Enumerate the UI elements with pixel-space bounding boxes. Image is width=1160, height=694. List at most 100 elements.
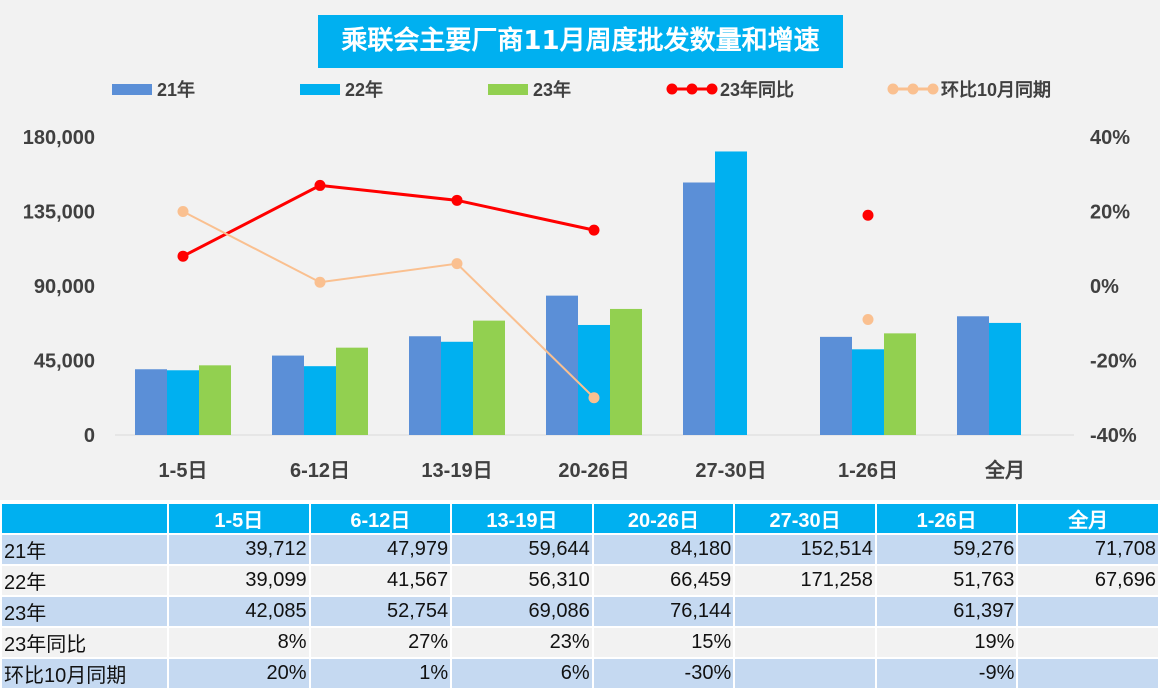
row-label: 环比10月同期 xyxy=(0,657,169,690)
table-cell: 51,763 xyxy=(874,564,1019,597)
point-23年同比 xyxy=(177,250,189,262)
table-cell: 23% xyxy=(450,626,594,659)
table-row: 23年 42,085 52,754 69,086 76,144 61,397 xyxy=(0,595,1160,628)
point-环比10月同期 xyxy=(862,314,874,326)
data-table: 1-5日 6-12日 13-19日 20-26日 27-30日 1-26日 全月 21年 39… xyxy=(0,502,1160,690)
x-tick-label: 1-26日 xyxy=(838,460,898,482)
bar-21年 xyxy=(957,316,989,435)
table-cell: -9% xyxy=(874,657,1019,690)
table-cell: 27% xyxy=(308,626,453,659)
table-row: 环比10月同期 20% 1% 6% -30% -9% xyxy=(0,657,1160,690)
x-tick-label: 1-5日 xyxy=(159,460,208,482)
y2-tick-label: -20% xyxy=(1090,351,1137,373)
point-23年同比 xyxy=(588,224,600,236)
row-label: 21年 xyxy=(0,533,169,566)
table-cell: 171,258 xyxy=(733,564,877,597)
point-23年同比 xyxy=(314,179,326,191)
bar-21年 xyxy=(683,182,715,435)
table-cell: 66,459 xyxy=(591,564,736,597)
y-tick-label: 45,000 xyxy=(34,351,95,373)
legend-marker-环比10月同期 xyxy=(887,83,899,95)
table-cell: 152,514 xyxy=(733,533,877,566)
bar-21年 xyxy=(135,369,167,435)
bar-22年 xyxy=(715,151,747,435)
y2-tick-label: 0% xyxy=(1090,276,1119,298)
x-tick-label: 20-26日 xyxy=(558,460,629,482)
chart-area: 0 45,000 90,000 135,000 180,000 -40% -20% 0% 20%… xyxy=(0,0,1160,500)
bar-22年 xyxy=(852,349,884,435)
x-tick-label: 13-19日 xyxy=(421,460,492,482)
bar-21年 xyxy=(272,355,304,435)
table-cell: 19% xyxy=(874,626,1019,659)
table-cell: 61,397 xyxy=(874,595,1019,628)
table-cell: 47,979 xyxy=(308,533,453,566)
point-环比10月同期 xyxy=(314,276,326,288)
bar-22年 xyxy=(578,324,610,435)
x-tick-label: 全月 xyxy=(984,458,1025,482)
legend-marker-环比10月同期 xyxy=(907,83,919,95)
table-cell: 59,276 xyxy=(874,533,1019,566)
chart-svg: 0 45,000 90,000 135,000 180,000 -40% -20% 0% 20%… xyxy=(23,79,1137,482)
legend-label: 23年 xyxy=(533,79,571,100)
point-23年同比 xyxy=(862,209,874,221)
bar-23年 xyxy=(336,347,368,435)
table-cell xyxy=(733,657,877,690)
point-环比10月同期 xyxy=(451,258,463,270)
table-cell: 59,644 xyxy=(450,533,594,566)
legend-marker-23年同比 xyxy=(686,83,698,95)
y-tick-label: 180,000 xyxy=(23,127,95,149)
legend-marker-23年同比 xyxy=(706,83,718,95)
bar-23年 xyxy=(199,365,231,435)
x-tick-label: 27-30日 xyxy=(695,460,766,482)
table-cell: 69,086 xyxy=(450,595,594,628)
table-cell xyxy=(1016,595,1160,628)
table-cell: 67,696 xyxy=(1016,564,1160,597)
table-cell: 71,708 xyxy=(1016,533,1160,566)
y2-tick-label: 40% xyxy=(1090,127,1130,149)
bar-21年 xyxy=(820,336,852,435)
bar-23年 xyxy=(884,333,916,435)
point-环比10月同期 xyxy=(588,392,600,404)
row-label: 23年 xyxy=(0,595,169,628)
table-cell: 39,712 xyxy=(167,533,311,566)
legend-label: 环比10月同期 xyxy=(941,80,1051,100)
table-cell xyxy=(1016,657,1160,690)
table-cell: 84,180 xyxy=(591,533,736,566)
table-cell: 20% xyxy=(167,657,311,690)
table-cell: 1% xyxy=(308,657,453,690)
bar-22年 xyxy=(441,341,473,435)
table-row: 21年 39,712 47,979 59,644 84,180 152,514 59,276… xyxy=(0,533,1160,566)
legend-marker-环比10月同期 xyxy=(927,83,939,95)
table-header-cell: 27-30日 xyxy=(733,502,877,535)
y-tick-label: 135,000 xyxy=(23,202,95,224)
table-header-cell: 1-26日 xyxy=(874,502,1019,535)
bar-23年 xyxy=(610,308,642,435)
line-环比10月同期 xyxy=(182,210,595,399)
point-23年同比 xyxy=(451,194,463,206)
table-cell xyxy=(1016,626,1160,659)
y-tick-label: 90,000 xyxy=(34,276,95,298)
table-header-row: 1-5日 6-12日 13-19日 20-26日 27-30日 1-26日 全月 xyxy=(0,502,1160,535)
table-header-cell: 1-5日 xyxy=(167,502,311,535)
table-header-cell: 20-26日 xyxy=(591,502,736,535)
table-cell xyxy=(733,595,877,628)
table-row: 22年 39,099 41,567 56,310 66,459 171,258 51,763… xyxy=(0,564,1160,597)
table-cell: 15% xyxy=(591,626,736,659)
table-cell: 76,144 xyxy=(591,595,736,628)
legend-label: 23年同比 xyxy=(720,79,794,100)
legend-label: 21年 xyxy=(157,79,195,100)
table-header-cell: 全月 xyxy=(1016,502,1160,535)
x-tick-label: 6-12日 xyxy=(290,460,350,482)
y2-tick-label: -40% xyxy=(1090,425,1137,447)
table-cell: 41,567 xyxy=(308,564,453,597)
table-cell: 6% xyxy=(450,657,594,690)
chart-title: 乘联会主要厂商11月周度批发数量和增速 xyxy=(318,15,843,68)
table-cell: 56,310 xyxy=(450,564,594,597)
y-tick-label: 0 xyxy=(84,425,95,447)
line-23年同比 xyxy=(182,183,595,258)
y2-tick-label: 20% xyxy=(1090,202,1130,224)
bar-22年 xyxy=(167,370,199,435)
bar-21年 xyxy=(409,336,441,435)
bar-22年 xyxy=(989,322,1021,435)
row-label: 23年同比 xyxy=(0,626,169,659)
